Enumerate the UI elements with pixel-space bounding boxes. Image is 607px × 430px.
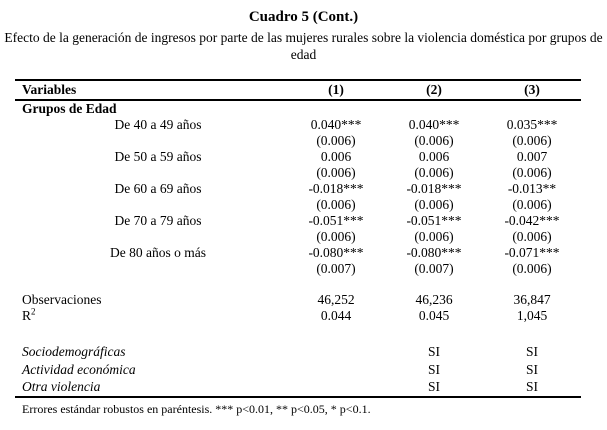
se-cell: (0.006) <box>512 261 552 276</box>
page-subtitle: Efecto de la generación de ingresos por … <box>4 30 603 62</box>
stats-value: 0.045 <box>418 308 450 323</box>
stats-value: 36,847 <box>513 292 551 307</box>
control-value: SI <box>525 361 538 377</box>
control-row-economic-activity: Actividad económica SI SI <box>15 361 581 379</box>
control-value: SI <box>427 379 440 394</box>
column-header-model-3: (3) <box>524 82 540 97</box>
age-group-row-50-59-coef: De 50 a 59 años 0.006 0.006 0.007 <box>15 149 581 165</box>
stats-value: 1,045 <box>516 308 548 323</box>
control-value: SI <box>427 361 440 377</box>
stats-value: 0.044 <box>320 308 352 323</box>
table-header-row: Variables (1) (2) (3) <box>15 79 581 101</box>
coef-cell: -0.042*** <box>504 213 560 228</box>
stats-label: Observaciones <box>22 292 102 307</box>
se-cell: (0.006) <box>512 229 552 244</box>
page-title: Cuadro 5 (Cont.) <box>248 9 359 25</box>
controls-block: Sociodemográficas SI SI Actividad económ… <box>15 343 581 398</box>
se-cell: (0.006) <box>316 229 356 244</box>
control-value: SI <box>525 379 538 394</box>
column-header-model-2: (2) <box>426 82 442 97</box>
se-cell: (0.006) <box>316 165 356 180</box>
control-value: SI <box>427 344 440 359</box>
se-cell: (0.007) <box>414 261 454 276</box>
age-group-row-80-plus-coef: De 80 años o más -0.080*** -0.080*** -0.… <box>15 245 581 261</box>
se-cell: (0.006) <box>414 165 454 180</box>
control-row-sociodemographics: Sociodemográficas SI SI <box>15 343 581 361</box>
se-cell: (0.006) <box>512 133 552 148</box>
age-group-row-60-69-se: (0.006) (0.006) (0.006) <box>15 197 581 213</box>
control-label: Otra violencia <box>22 379 101 394</box>
age-group-row-70-79-coef: De 70 a 79 años -0.051*** -0.051*** -0.0… <box>15 213 581 229</box>
regression-table: Variables (1) (2) (3) Grupos de Edad De … <box>15 79 581 398</box>
coef-cell: -0.080*** <box>308 245 364 260</box>
coef-cell: -0.051*** <box>406 213 462 228</box>
stats-value: 46,252 <box>317 292 355 307</box>
paper-page: Cuadro 5 (Cont.) Efecto de la generación… <box>4 9 603 416</box>
column-header-model-1: (1) <box>328 82 344 97</box>
age-group-label: De 60 a 69 años <box>114 181 202 196</box>
superscript-2: 2 <box>31 306 36 317</box>
control-value <box>287 378 385 396</box>
coef-cell: -0.018*** <box>406 181 462 196</box>
age-group-label: De 70 a 79 años <box>114 213 202 228</box>
coef-cell: 0.040*** <box>408 117 460 132</box>
spacer <box>15 277 581 292</box>
control-value <box>287 361 385 379</box>
se-cell: (0.007) <box>316 261 356 276</box>
section-header-label: Grupos de Edad <box>22 101 117 116</box>
age-group-label: De 40 a 49 años <box>114 117 202 132</box>
se-cell: (0.006) <box>414 229 454 244</box>
age-group-row-60-69-coef: De 60 a 69 años -0.018*** -0.018*** -0.0… <box>15 181 581 197</box>
coef-cell: -0.051*** <box>308 213 364 228</box>
control-value: SI <box>525 344 538 359</box>
age-group-row-80-plus-se: (0.007) (0.007) (0.006) <box>15 261 581 277</box>
se-cell: (0.006) <box>414 197 454 212</box>
age-group-row-70-79-se: (0.006) (0.006) (0.006) <box>15 229 581 245</box>
age-group-row-40-49-se: (0.006) (0.006) (0.006) <box>15 133 581 149</box>
stats-label-r-squared: R2 <box>22 306 36 323</box>
stats-row-r-squared: R2 0.044 0.045 1,045 <box>15 306 581 324</box>
table-footnote: Errores estándar robustos en paréntesis.… <box>22 401 371 416</box>
control-label: Sociodemográficas <box>22 344 126 359</box>
control-row-other-violence: Otra violencia SI SI <box>15 378 581 396</box>
stats-row-observations: Observaciones 46,252 46,236 36,847 <box>15 292 581 308</box>
age-group-label: De 80 años o más <box>110 245 206 260</box>
coef-cell: 0.006 <box>320 149 352 164</box>
coef-cell: 0.006 <box>418 149 450 164</box>
age-group-label: De 50 a 59 años <box>114 149 202 164</box>
stats-value: 46,236 <box>415 292 453 307</box>
se-cell: (0.006) <box>512 197 552 212</box>
coef-cell: -0.071*** <box>504 245 560 260</box>
coef-cell: -0.013** <box>507 181 557 196</box>
coef-cell: 0.040*** <box>310 117 362 132</box>
age-group-row-40-49-coef: De 40 a 49 años 0.040*** 0.040*** 0.035*… <box>15 117 581 133</box>
coef-cell: -0.018*** <box>308 181 364 196</box>
se-cell: (0.006) <box>512 165 552 180</box>
control-value <box>287 343 385 361</box>
control-label: Actividad económica <box>22 361 136 377</box>
se-cell: (0.006) <box>316 197 356 212</box>
column-header-variables: Variables <box>22 82 77 97</box>
age-group-row-50-59-se: (0.006) (0.006) (0.006) <box>15 165 581 181</box>
coef-cell: 0.035*** <box>506 117 558 132</box>
se-cell: (0.006) <box>414 133 454 148</box>
spacer <box>15 324 581 343</box>
coef-cell: 0.007 <box>516 149 548 164</box>
coef-cell: -0.080*** <box>406 245 462 260</box>
section-header-age-groups: Grupos de Edad <box>15 101 581 117</box>
se-cell: (0.006) <box>316 133 356 148</box>
